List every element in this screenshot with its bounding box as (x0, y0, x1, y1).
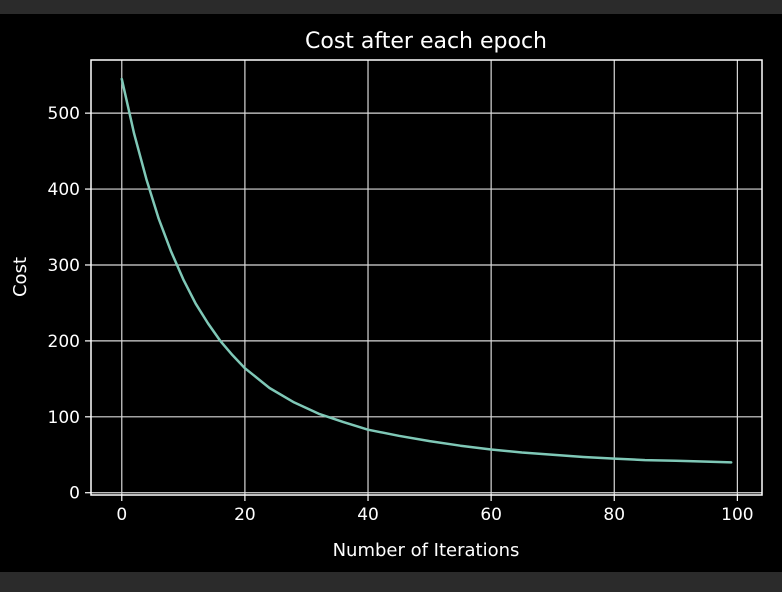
x-tick-label: 100 (721, 505, 753, 525)
chart-frame: 0 20 40 60 80 100 0 100 200 300 400 500 Cost after … (0, 14, 782, 572)
y-tick-label: 200 (48, 332, 80, 352)
x-tick-label: 60 (480, 505, 502, 525)
axes-frame (90, 59, 763, 496)
y-tick-label: 300 (48, 256, 80, 276)
x-axis-label: Number of Iterations (333, 540, 520, 561)
x-tick-label: 0 (116, 505, 127, 525)
plot-area (91, 60, 762, 495)
ticks: 0 20 40 60 80 100 0 100 200 300 400 500 (48, 104, 754, 525)
cost-chart: 0 20 40 60 80 100 0 100 200 300 400 500 Cost after … (10, 29, 763, 561)
x-tick-label: 80 (603, 505, 625, 525)
series-group (120, 77, 733, 464)
x-tick-label: 20 (234, 505, 256, 525)
axes (90, 59, 763, 496)
y-tick-label: 100 (48, 408, 80, 428)
x-tick-label: 40 (357, 505, 379, 525)
cost-line (120, 77, 733, 464)
y-axis-label: Cost (10, 257, 31, 297)
chart-title: Cost after each epoch (305, 29, 547, 54)
y-tick-label: 500 (48, 104, 80, 124)
y-tick-label: 400 (48, 180, 80, 200)
y-tick-label: 0 (69, 484, 80, 504)
grid (91, 60, 762, 495)
